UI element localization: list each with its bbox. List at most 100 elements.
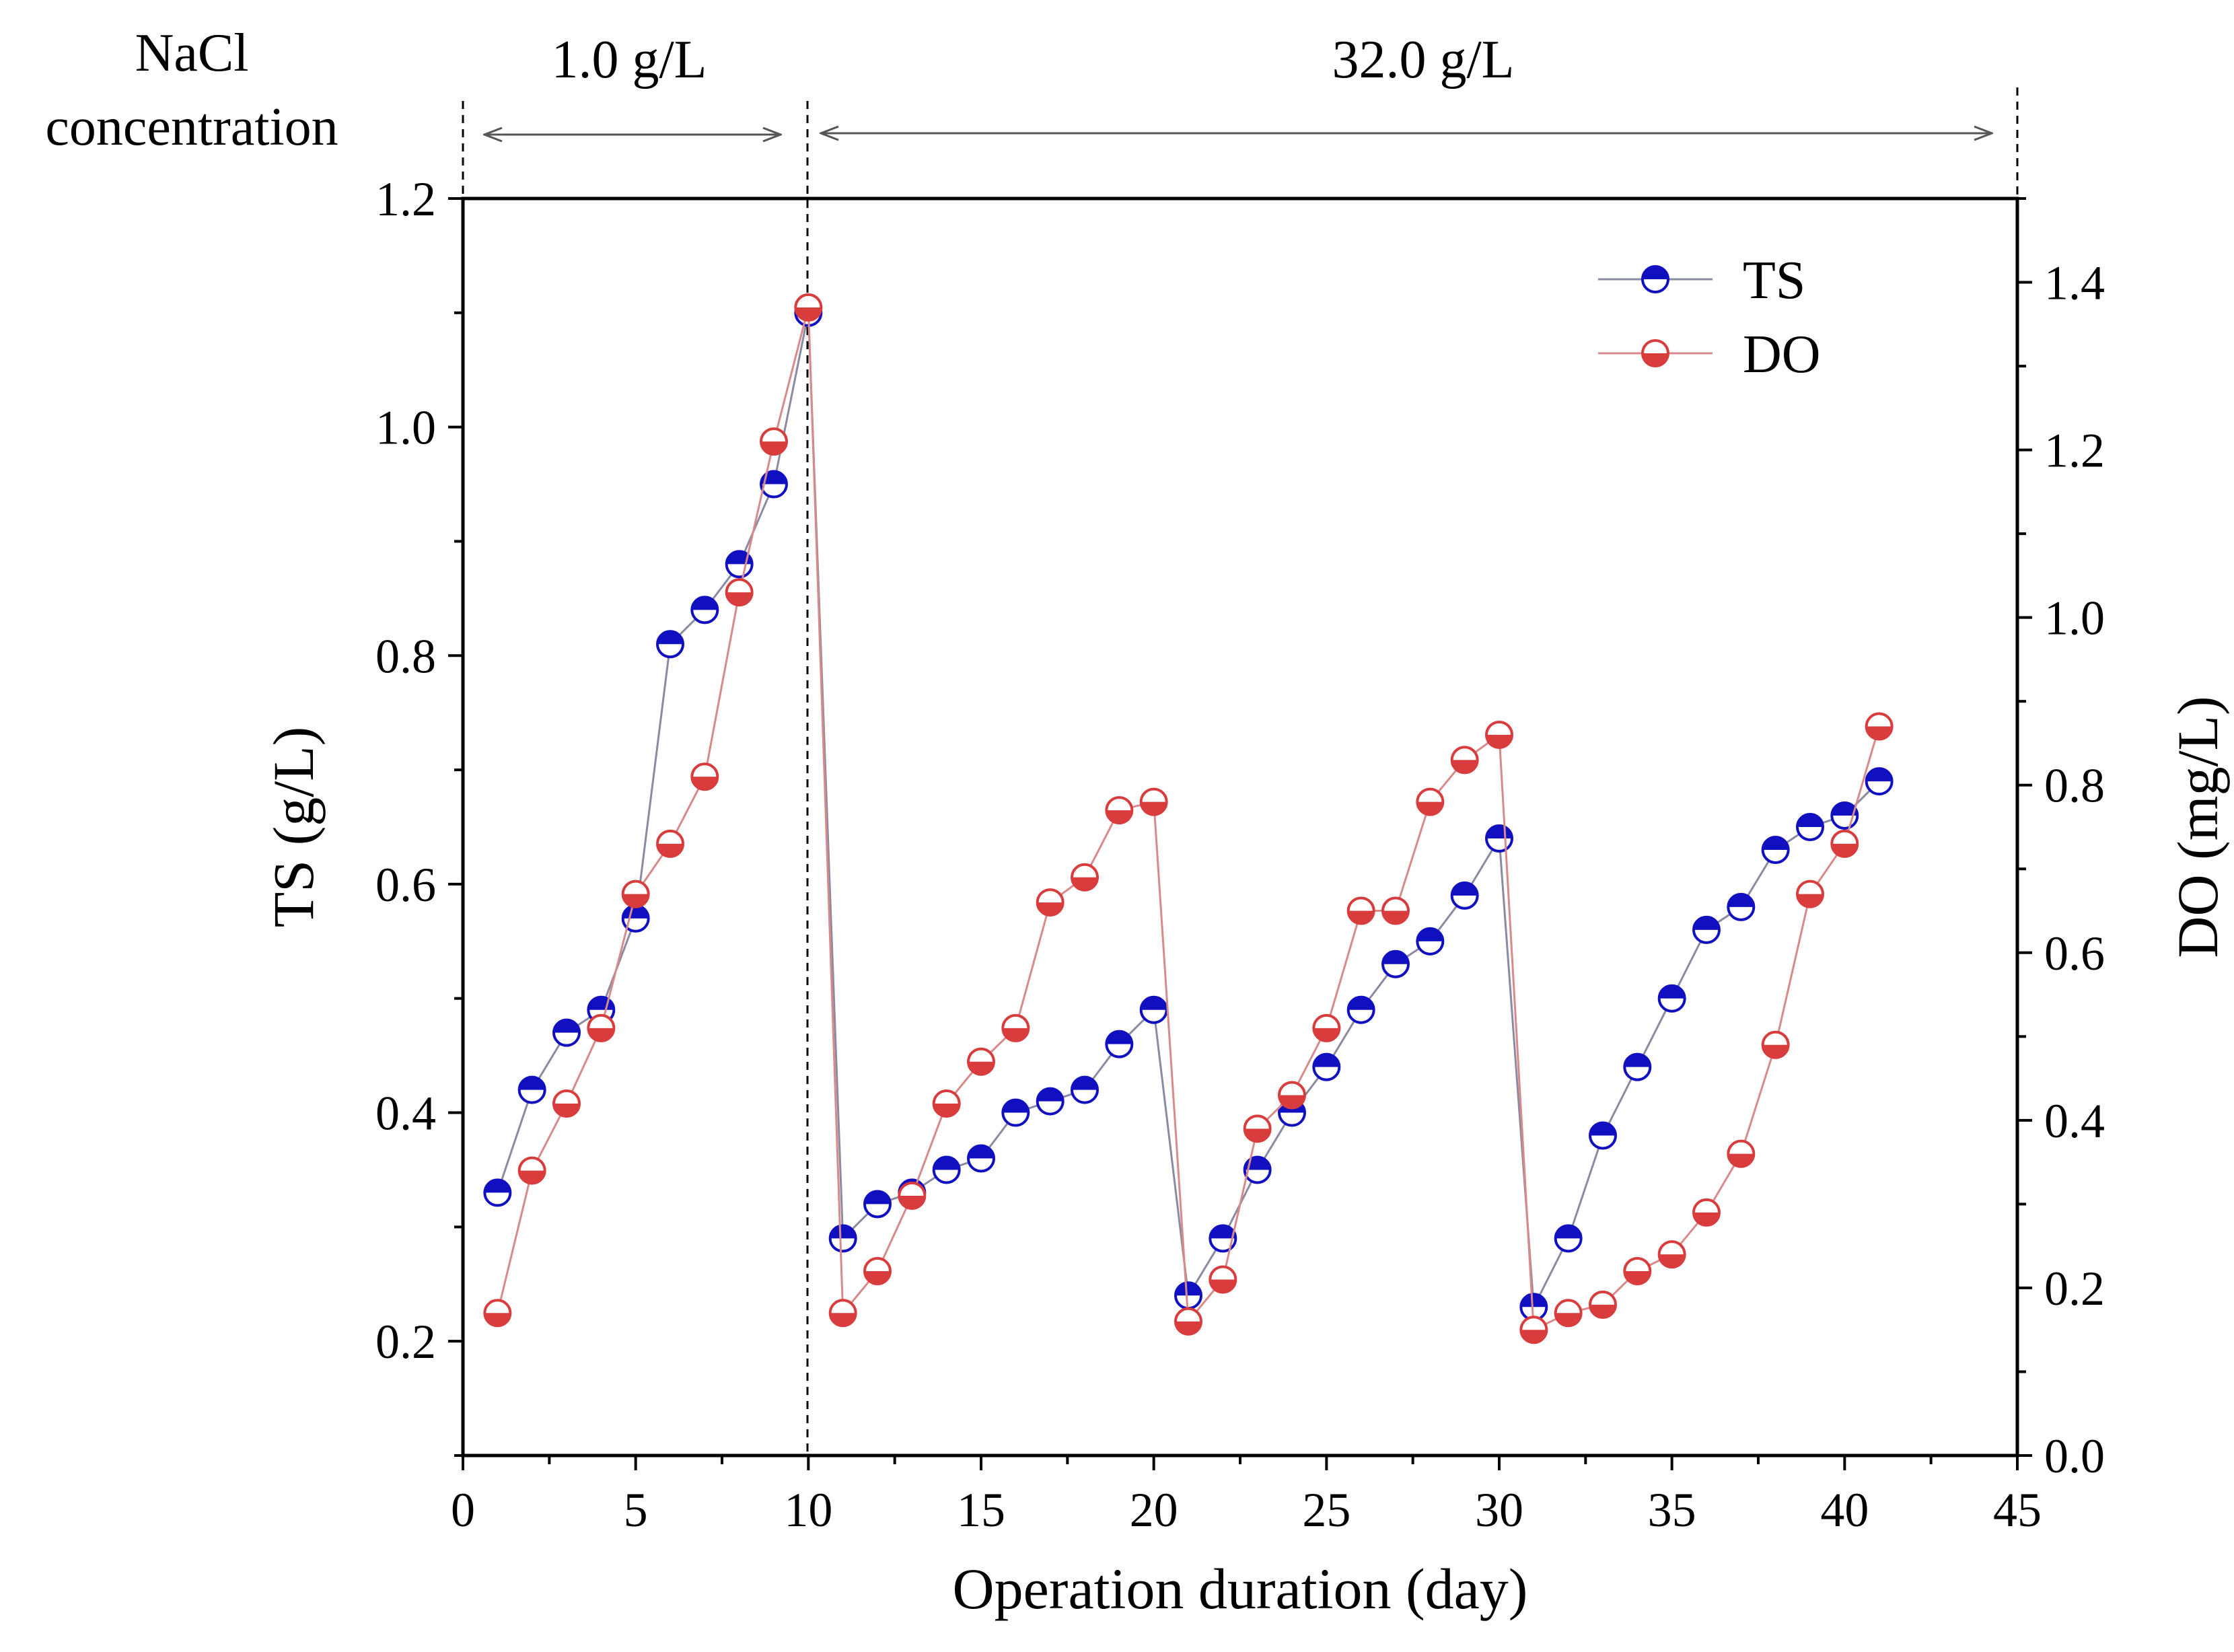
data-point-ts [1036, 1087, 1065, 1116]
data-point-do-fill [1866, 726, 1892, 740]
data-point-ts-fill [1659, 985, 1685, 999]
data-point-do-fill [588, 1028, 614, 1041]
data-point-do-fill [1313, 1028, 1340, 1041]
data-point-ts [1554, 1224, 1583, 1253]
data-point-ts [483, 1178, 512, 1207]
data-point-ts [1485, 824, 1513, 853]
data-point-ts-fill [1694, 917, 1719, 930]
data-point-do-fill [1797, 894, 1823, 907]
data-point-do-fill [1417, 801, 1443, 815]
phase2-label: 32.0 g/L [1332, 30, 1514, 89]
data-point-do [1001, 1013, 1030, 1042]
data-point-ts [1796, 813, 1824, 841]
data-point-ts [1761, 835, 1790, 864]
series-layer [483, 293, 1894, 1344]
x-tick-label: 30 [1475, 1483, 1523, 1537]
y-right-tick-label: 0.6 [2044, 927, 2105, 980]
y-right-tick-label: 0.2 [2044, 1262, 2105, 1316]
data-point-ts-fill [519, 1077, 545, 1090]
plot-frame [461, 196, 2019, 1458]
data-point-ts-fill [1348, 997, 1374, 1010]
y-right-axis-label: DO (mg/L) [2165, 696, 2230, 958]
data-point-ts-fill [1797, 814, 1823, 827]
data-point-do [967, 1047, 995, 1076]
data-point-do-fill [1106, 810, 1132, 824]
legend-do-symbol-fill [1643, 353, 1668, 366]
data-point-do [1036, 888, 1065, 917]
data-point-ts [1174, 1281, 1202, 1310]
data-point-ts-fill [968, 1145, 994, 1159]
data-point-do [828, 1299, 857, 1328]
legend: TS DO [1598, 251, 1821, 384]
data-point-ts [863, 1190, 892, 1219]
series-line-do [496, 307, 1881, 1332]
data-point-do-fill [1383, 910, 1408, 924]
data-point-ts [1312, 1052, 1341, 1081]
data-point-do [1139, 787, 1168, 816]
data-point-ts-fill [1521, 1294, 1547, 1307]
data-point-do [1761, 1030, 1790, 1059]
x-axis-label: Operation duration (day) [953, 1556, 1528, 1621]
data-point-do [1416, 787, 1445, 816]
data-point-do [1830, 829, 1859, 858]
y-right-tick-label: 1.4 [2044, 256, 2105, 310]
data-point-ts-fill [933, 1157, 960, 1170]
data-point-do [898, 1181, 927, 1210]
x-tick-label: 15 [957, 1483, 1005, 1537]
legend-ts-marker [1641, 265, 1669, 293]
data-point-ts-fill [1451, 882, 1478, 896]
data-point-do-fill [865, 1271, 890, 1285]
data-point-ts [1001, 1098, 1030, 1127]
data-point-ts [1139, 995, 1168, 1024]
data-point-do-fill [622, 894, 649, 907]
data-point-ts-fill [1728, 894, 1754, 907]
data-point-do-fill [1728, 1153, 1754, 1167]
data-point-do [1796, 879, 1824, 908]
data-point-ts [1623, 1052, 1652, 1081]
data-point-ts-fill [1832, 803, 1858, 816]
data-point-do [656, 829, 684, 858]
data-point-do-fill [1037, 902, 1063, 916]
data-point-do-fill [1521, 1330, 1547, 1343]
data-point-do [1657, 1240, 1686, 1269]
data-point-ts-fill [1176, 1283, 1201, 1296]
data-point-ts [552, 1018, 581, 1047]
data-point-ts [932, 1155, 961, 1184]
data-point-ts-fill [1555, 1225, 1581, 1239]
nacl-label-line1: NaCl [135, 24, 249, 83]
data-point-do-fill [1176, 1321, 1201, 1334]
nacl-label-line2: concentration [45, 98, 338, 157]
legend-ts-symbol [1641, 265, 1669, 293]
data-point-ts [1657, 984, 1686, 1013]
data-point-ts-fill [1383, 951, 1408, 964]
y-right-tick-label: 0.4 [2044, 1094, 2105, 1148]
data-point-do-fill [1762, 1044, 1789, 1058]
data-point-do-fill [933, 1103, 960, 1116]
x-tick-label: 20 [1130, 1483, 1178, 1537]
data-point-ts-fill [1210, 1225, 1236, 1239]
data-point-do-fill [1244, 1128, 1270, 1142]
data-point-ts [1381, 949, 1410, 978]
data-point-do-fill [761, 441, 787, 455]
data-point-ts-fill [865, 1191, 890, 1205]
legend-ts-symbol-fill [1643, 266, 1668, 279]
data-point-do [1243, 1114, 1272, 1143]
data-point-do-fill [1348, 910, 1374, 924]
data-point-ts-fill [484, 1180, 511, 1193]
data-point-ts [828, 1224, 857, 1253]
data-point-do [483, 1299, 512, 1328]
data-point-ts [1346, 995, 1375, 1024]
data-point-do [1346, 896, 1375, 925]
data-point-ts [760, 470, 788, 499]
series-line-ts [496, 312, 1880, 1311]
data-point-do [760, 427, 788, 456]
data-point-ts [1071, 1075, 1099, 1104]
x-tick-label: 5 [624, 1483, 648, 1537]
legend-ts-label: TS [1743, 251, 1805, 310]
data-point-do [1209, 1265, 1237, 1294]
x-tick-label: 35 [1648, 1483, 1696, 1537]
data-point-do [794, 293, 823, 322]
data-point-ts [1830, 801, 1859, 830]
data-point-do-fill [1624, 1271, 1651, 1285]
